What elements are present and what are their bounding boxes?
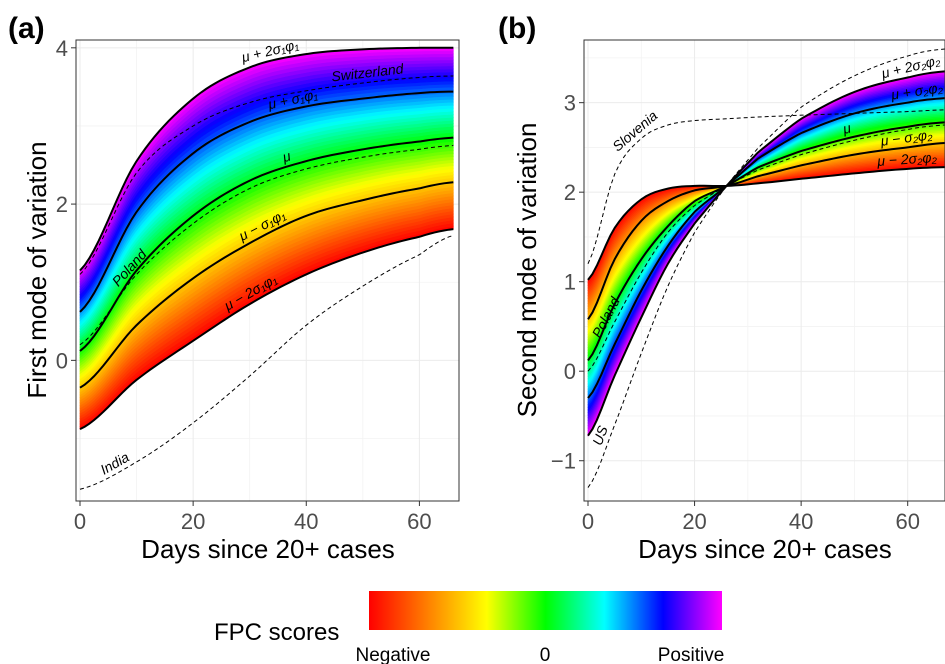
- panel-b-y-tick-label: −1: [551, 449, 576, 474]
- panel-b-y-tick-label: 1: [564, 270, 576, 295]
- panel-b-mode-curve: [587, 141, 945, 320]
- panel-b-mode-curve: [587, 166, 945, 281]
- panel-a-frame: [75, 39, 460, 502]
- panel-b-y-tick-label: 2: [564, 180, 576, 205]
- panel-b-country-curve: [587, 124, 945, 372]
- panel-a-x-tick-label: 0: [74, 509, 86, 534]
- legend: FPC scores Negative 0 Positive: [214, 591, 724, 664]
- panel-a-x-axis-title: Days since 20+ cases: [141, 534, 395, 564]
- panel-b-tag: (b): [498, 12, 536, 45]
- panel-a-country-label: India: [97, 449, 131, 478]
- panel-a-mode-curve: [79, 181, 454, 389]
- legend-label-positive: Positive: [658, 645, 725, 664]
- panel-b-y-tick-label: 0: [564, 359, 576, 384]
- panel-b-x-tick-label: 0: [582, 509, 594, 534]
- panel-b-x-tick-label: 20: [682, 509, 706, 534]
- panel-b-x-tick-label: 40: [789, 509, 813, 534]
- panel-b-country-curve: [587, 48, 945, 488]
- panel-a-x-tick-label: 20: [181, 509, 205, 534]
- panel-b-mode-curve-label: μ: [840, 119, 852, 137]
- panel-b-country-curve: [587, 109, 945, 264]
- panel-a-y-tick-label: 2: [56, 192, 68, 217]
- panel-a-country-curve: [79, 144, 454, 346]
- panel-b-ticks: 0 20 40 60 −1 0 1 2 3: [551, 91, 920, 534]
- panel-b-frame: [583, 39, 945, 502]
- panel-b-y-tick-label: 3: [564, 91, 576, 116]
- panel-a-mode-curve: [79, 90, 454, 313]
- panel-a-x-tick-label: 40: [294, 509, 318, 534]
- panel-b-grid: [584, 40, 945, 501]
- panel-a-mode-curve: [79, 46, 454, 272]
- legend-colorbar: [369, 591, 722, 630]
- panel-a-mode-curve: [79, 228, 454, 431]
- panel-b-mode-curve-label: μ − σ₂φ₂: [879, 126, 934, 149]
- legend-title: FPC scores: [214, 619, 339, 646]
- panel-b-mode-curve: [587, 121, 945, 362]
- panel-a-mode-curve: [79, 136, 454, 352]
- panel-a-country-curve: [79, 75, 454, 275]
- panel-a-tag: (a): [8, 12, 45, 45]
- panel-b-mode-curve-label: μ + σ₂φ₂: [889, 79, 944, 103]
- legend-label-negative: Negative: [356, 645, 431, 664]
- panel-b-mode-curve-label: μ − 2σ₂φ₂: [876, 149, 938, 169]
- panel-b-y-axis-title: Second mode of variation: [512, 123, 542, 418]
- panel-b-x-tick-label: 60: [895, 509, 919, 534]
- panel-a-y-tick-label: 0: [56, 348, 68, 373]
- panel-b-x-axis-title: Days since 20+ cases: [638, 534, 892, 564]
- panel-a-band: [79, 47, 454, 430]
- legend-label-zero: 0: [540, 645, 551, 664]
- panel-b-mode-curve: [587, 97, 945, 399]
- panel-a-x-tick-label: 60: [407, 509, 431, 534]
- panel-b-country-label: US: [589, 423, 611, 447]
- panel-a-y-axis-title: First mode of variation: [22, 141, 52, 398]
- panel-a-y-tick-label: 4: [56, 36, 68, 61]
- panel-a-ticks: 0 20 40 60 0 2 4: [56, 36, 432, 534]
- panel-b-mode-curve: [587, 70, 945, 437]
